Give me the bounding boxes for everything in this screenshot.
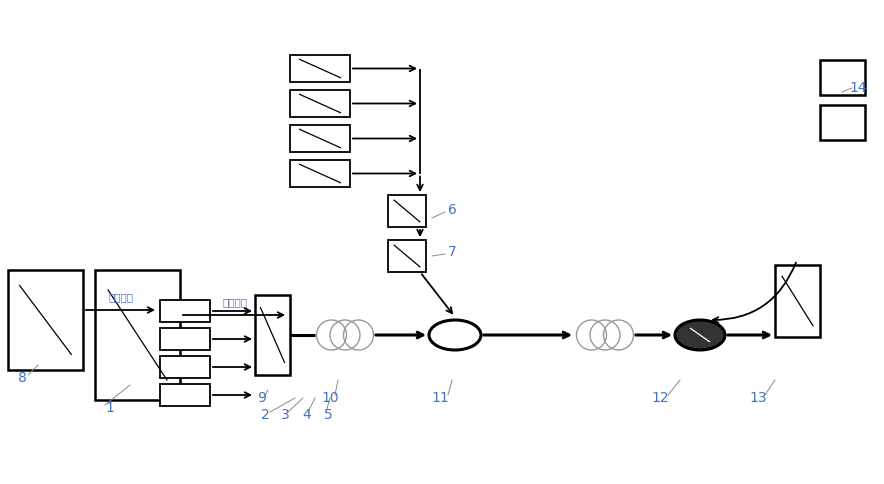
Text: 信号调制: 信号调制 [109, 292, 133, 302]
Text: 12: 12 [652, 391, 669, 405]
Bar [388, 240, 426, 272]
Bar [160, 300, 210, 322]
Bar [820, 60, 865, 95]
Text: 5: 5 [324, 408, 332, 422]
Text: 8: 8 [18, 371, 27, 385]
Text: 13: 13 [749, 391, 766, 405]
Text: 信号调制: 信号调制 [223, 297, 248, 307]
Bar [160, 384, 210, 406]
Text: 14: 14 [850, 81, 867, 95]
Bar [290, 90, 350, 117]
Bar [290, 55, 350, 82]
Bar [290, 160, 350, 187]
Bar [160, 328, 210, 350]
Bar [8, 270, 83, 370]
Text: 6: 6 [447, 203, 456, 217]
Text: 7: 7 [447, 245, 456, 259]
Text: 2: 2 [261, 408, 270, 422]
Bar [290, 125, 350, 152]
Bar [820, 105, 865, 140]
Bar [255, 295, 290, 375]
Ellipse shape [675, 320, 725, 350]
Text: 4: 4 [302, 408, 311, 422]
Text: 11: 11 [431, 391, 449, 405]
Text: 9: 9 [257, 391, 266, 405]
Text: 10: 10 [321, 391, 339, 405]
Bar [160, 356, 210, 378]
Bar [388, 195, 426, 227]
Text: 1: 1 [105, 401, 114, 415]
Bar [775, 265, 820, 337]
Ellipse shape [429, 320, 481, 350]
Text: 3: 3 [280, 408, 289, 422]
Bar [95, 270, 180, 400]
